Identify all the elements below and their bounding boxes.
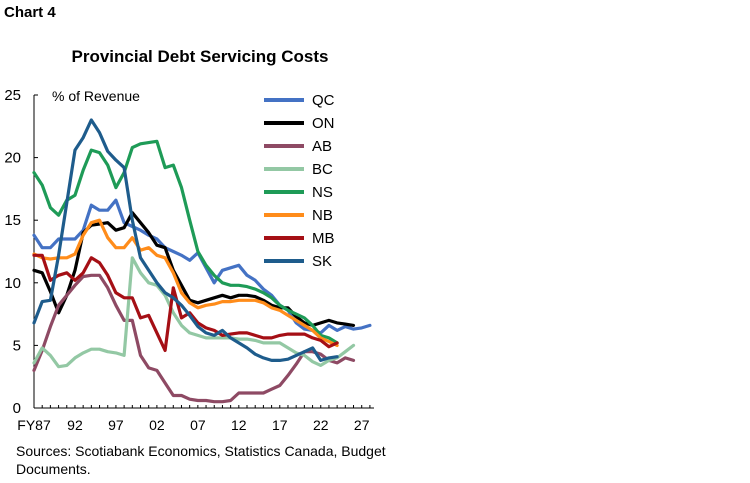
x-tick-label: 27 xyxy=(354,417,370,433)
chart-axes: 0 5 10 15 20 25 FY87 92 97 02 07 12 17 22 27 xyxy=(4,87,374,433)
x-tick-label: 17 xyxy=(272,417,288,433)
series-line-mb xyxy=(32,253,339,352)
y-tick-label: 10 xyxy=(4,275,21,292)
x-tick-label: 02 xyxy=(149,417,165,433)
x-tick-label: 22 xyxy=(313,417,329,433)
legend-label-sk: SK xyxy=(312,253,332,270)
series-line-sk xyxy=(32,118,339,362)
legend-label-bc: BC xyxy=(312,161,333,178)
series-line-ns xyxy=(32,139,339,345)
series-lines xyxy=(32,118,372,404)
chart-title: Provincial Debt Servicing Costs xyxy=(71,47,329,66)
y-tick-label: 5 xyxy=(13,337,21,354)
legend-label-qc: QC xyxy=(312,92,335,109)
sources-note: Sources: Scotiabank Economics, Statistic… xyxy=(16,443,386,477)
y-tick-label: 25 xyxy=(4,87,21,104)
y-axis-label: % of Revenue xyxy=(52,88,140,104)
x-tick-label: 92 xyxy=(67,417,83,433)
series-line-nb xyxy=(32,218,339,347)
x-tick-label: 12 xyxy=(231,417,247,433)
chart-legend: QC ON AB BC NS NB MB SK xyxy=(264,92,335,270)
y-tick-label: 15 xyxy=(4,212,21,229)
y-tick-label: 0 xyxy=(13,400,21,417)
chart-number-label: Chart 4 xyxy=(4,4,56,21)
legend-label-on: ON xyxy=(312,115,335,132)
legend-label-ab: AB xyxy=(312,138,332,155)
legend-label-nb: NB xyxy=(312,207,333,224)
x-tick-label: 97 xyxy=(108,417,124,433)
x-tick-label: 07 xyxy=(190,417,206,433)
legend-label-ns: NS xyxy=(312,184,333,201)
y-tick-label: 20 xyxy=(4,150,21,167)
x-tick-label: FY87 xyxy=(17,417,51,433)
legend-label-mb: MB xyxy=(312,230,335,247)
series-line-ab xyxy=(32,273,356,404)
